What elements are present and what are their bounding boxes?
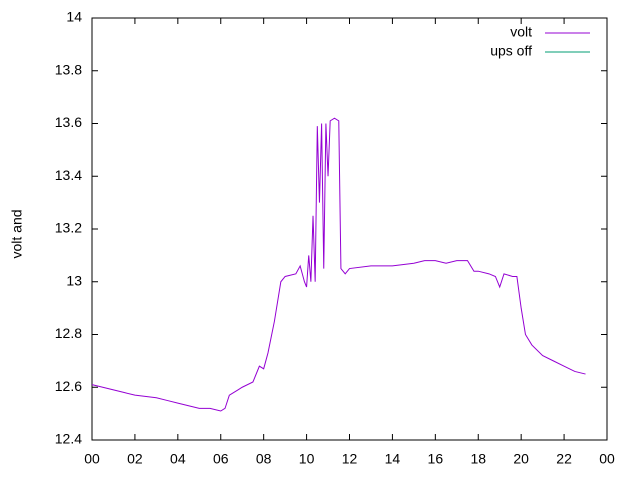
y-tick-label: 13.6 [55, 114, 82, 130]
x-tick-label: 08 [256, 451, 272, 467]
x-tick-label: 16 [428, 451, 444, 467]
y-tick-label: 12.8 [55, 325, 82, 341]
legend-label: volt [510, 24, 532, 40]
x-tick-label: 10 [299, 451, 315, 467]
x-tick-label: 20 [513, 451, 529, 467]
y-tick-label: 13.2 [55, 220, 82, 236]
x-tick-label: 14 [385, 451, 401, 467]
x-tick-label: 12 [342, 451, 358, 467]
x-tick-label: 00 [599, 451, 615, 467]
legend-label: ups off [490, 43, 532, 59]
y-tick-label: 13.4 [55, 167, 82, 183]
x-tick-label: 00 [84, 451, 100, 467]
x-tick-label: 06 [213, 451, 229, 467]
x-tick-label: 18 [470, 451, 486, 467]
x-tick-label: 02 [127, 451, 143, 467]
y-tick-label: 14 [66, 9, 82, 25]
y-axis-label: volt and [9, 209, 25, 258]
y-tick-label: 12.6 [55, 378, 82, 394]
y-tick-label: 13 [66, 272, 82, 288]
x-tick-label: 04 [170, 451, 186, 467]
plot-border [91, 17, 608, 441]
data-line [91, 117, 586, 412]
y-tick-label: 13.8 [55, 61, 82, 77]
y-tick-label: 12.4 [55, 431, 82, 447]
x-tick-label: 22 [556, 451, 572, 467]
